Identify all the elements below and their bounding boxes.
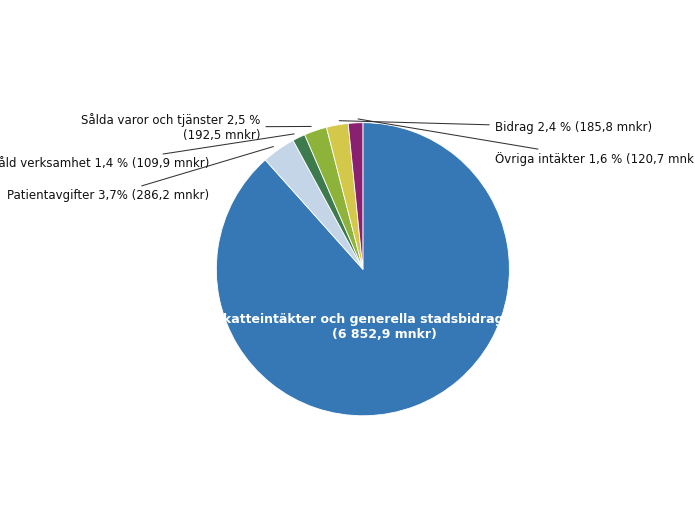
Text: Sålda varor och tjänster 2,5 %
(192,5 mnkr): Sålda varor och tjänster 2,5 % (192,5 mn… [81,113,311,142]
Wedge shape [216,123,509,416]
Wedge shape [304,127,363,269]
Wedge shape [327,124,363,269]
Text: Bidrag 2,4 % (185,8 mnkr): Bidrag 2,4 % (185,8 mnkr) [339,121,652,133]
Text: Övriga intäkter 1,6 % (120,7 mnkr): Övriga intäkter 1,6 % (120,7 mnkr) [358,119,695,166]
Text: Skatteintäkter och generella stadsbidrag 88,4 %
(6 852,9 mnkr): Skatteintäkter och generella stadsbidrag… [214,313,555,341]
Wedge shape [265,141,363,269]
Wedge shape [293,135,363,269]
Wedge shape [348,123,363,269]
Text: Såld verksamhet 1,4 % (109,9 mnkr): Såld verksamhet 1,4 % (109,9 mnkr) [0,134,294,170]
Text: Patientavgifter 3,7% (286,2 mnkr): Patientavgifter 3,7% (286,2 mnkr) [7,147,273,202]
